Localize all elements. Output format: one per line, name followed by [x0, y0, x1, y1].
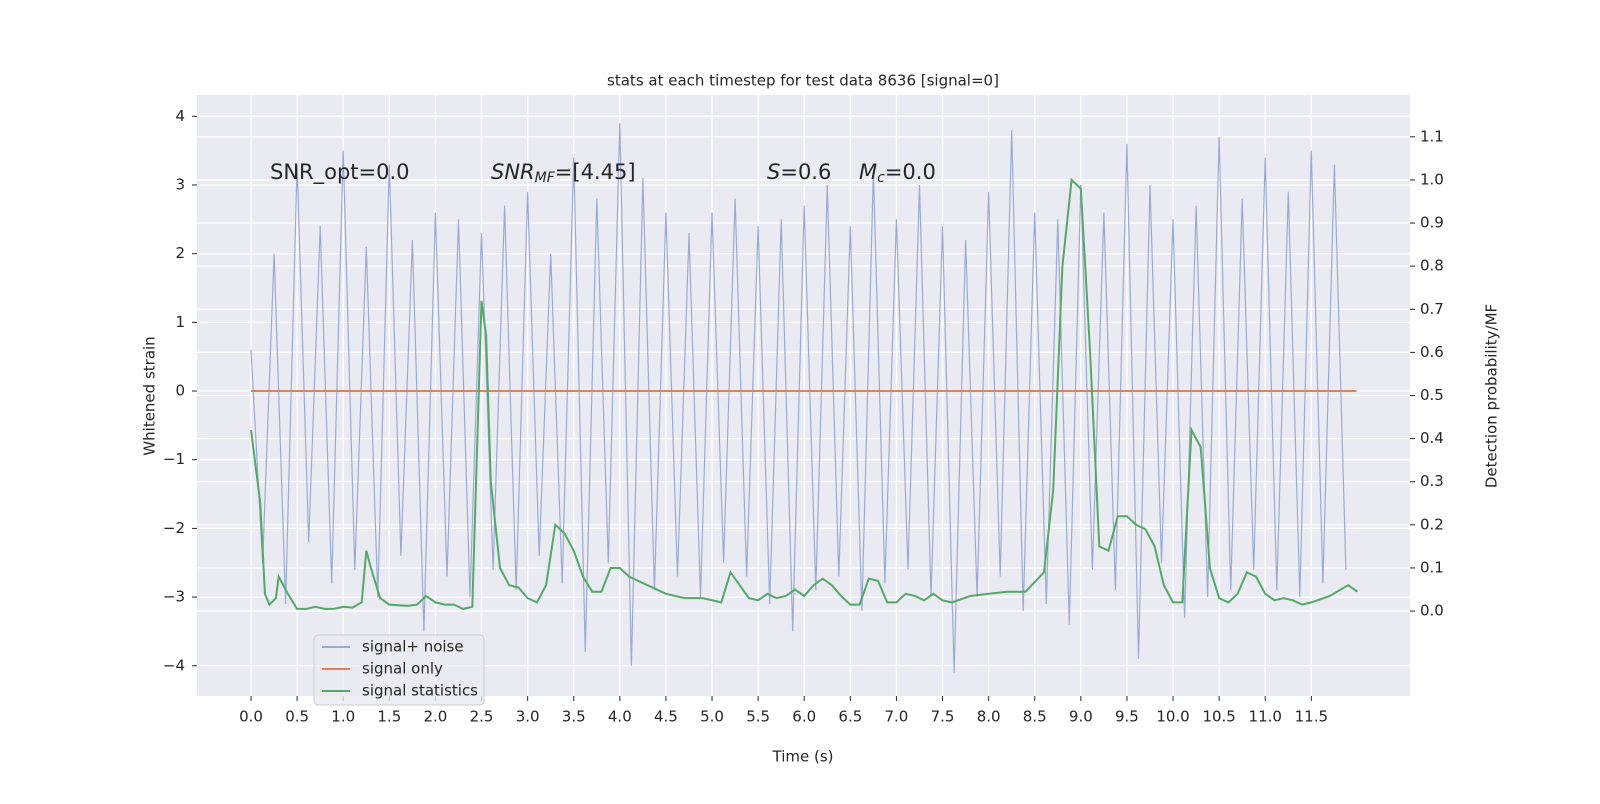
annotation-text: S [767, 160, 780, 184]
x-tick-label: 10.0 [1156, 708, 1189, 726]
annotation-text: =0.6 [780, 160, 831, 184]
x-tick-label: 2.5 [470, 708, 494, 726]
y-tick-label: 4 [175, 107, 185, 125]
y2-tick-label: 0.8 [1420, 257, 1444, 275]
legend-label: signal statistics [362, 682, 478, 700]
y2-tick-label: 0.4 [1420, 429, 1444, 447]
x-tick-label: 7.5 [931, 708, 955, 726]
x-tick-label: 8.0 [977, 708, 1001, 726]
chart-title: stats at each timestep for test data 863… [607, 72, 999, 90]
y2-tick-label: 0.3 [1420, 472, 1444, 490]
x-axis-label: Time (s) [772, 748, 834, 766]
y2-tick-label: 0.9 [1420, 214, 1444, 232]
annotation-text: M [859, 160, 877, 184]
y2-axis-label: Detection probability/MF [1483, 304, 1501, 488]
series-line [250, 123, 1347, 673]
annotation-text: =[4.45] [555, 160, 636, 184]
y-tick-label: 1 [175, 313, 185, 331]
y2-tick-label: 0.0 [1420, 602, 1444, 620]
x-tick-label: 2.0 [424, 708, 448, 726]
annotation-text: SNR [491, 160, 535, 184]
y-tick-label: −1 [163, 450, 185, 468]
x-tick-label: 7.0 [885, 708, 909, 726]
x-tick-label: 3.5 [562, 708, 586, 726]
x-tick-label: 11.5 [1295, 708, 1328, 726]
y-tick-label: −4 [163, 656, 185, 674]
x-tick-label: 6.0 [792, 708, 816, 726]
x-tick-label: 9.5 [1115, 708, 1139, 726]
x-tick-label: 11.0 [1249, 708, 1282, 726]
y2-tick-label: 0.5 [1420, 386, 1444, 404]
annotation: Mc=0.0 [859, 160, 936, 186]
annotation: SNR_opt=0.0 [270, 160, 410, 185]
annotation-subscript: c [877, 170, 885, 186]
x-tick-label: 0.0 [239, 708, 263, 726]
y-tick-label: 0 [175, 382, 185, 400]
x-tick-label: 9.0 [1069, 708, 1093, 726]
annotation: SNRMF=[4.45] [491, 160, 636, 186]
annotation-subscript: MF [535, 170, 556, 186]
x-tick-label: 10.5 [1202, 708, 1235, 726]
x-tick-label: 5.0 [700, 708, 724, 726]
y-axis-label: Whitened strain [141, 336, 159, 455]
annotation-text: SNR_opt=0.0 [270, 160, 410, 185]
series-line [250, 177, 1358, 610]
x-tick-label: 1.5 [377, 708, 401, 726]
annotation-text: =0.0 [885, 160, 936, 184]
y2-tick-label: 1.0 [1420, 170, 1444, 188]
x-tick-label: 8.5 [1023, 708, 1047, 726]
x-tick-label: 6.5 [838, 708, 862, 726]
legend-box [313, 634, 485, 706]
x-tick-label: 0.5 [285, 708, 309, 726]
y2-tick-label: 0.1 [1420, 558, 1444, 576]
y-tick-label: −3 [163, 588, 185, 606]
x-tick-label: 4.0 [608, 708, 632, 726]
y2-tick-label: 0.6 [1420, 343, 1444, 361]
y-tick-label: 2 [175, 244, 185, 262]
y2-tick-label: 0.7 [1420, 300, 1444, 318]
legend-label: signal only [362, 660, 443, 678]
x-tick-label: 1.0 [331, 708, 355, 726]
legend-label: signal+ noise [362, 638, 464, 656]
y-tick-label: −2 [163, 519, 185, 537]
x-tick-label: 3.0 [516, 708, 540, 726]
y2-tick-label: 0.2 [1420, 515, 1444, 533]
annotation: S=0.6 [767, 160, 831, 184]
x-tick-label: 5.5 [746, 708, 770, 726]
y-tick-label: 3 [175, 175, 185, 193]
y2-tick-label: 1.1 [1420, 127, 1444, 145]
x-tick-label: 4.5 [654, 708, 678, 726]
